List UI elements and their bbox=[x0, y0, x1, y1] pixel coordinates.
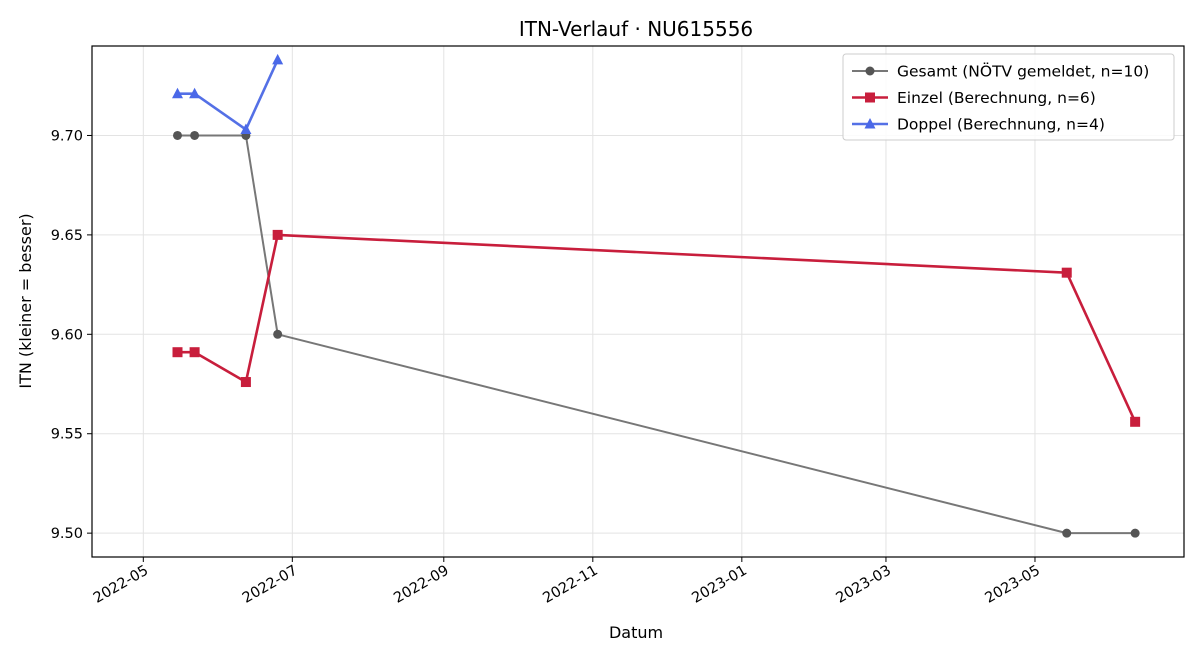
series-2 bbox=[172, 53, 284, 135]
data-point-square bbox=[189, 347, 200, 358]
series-1 bbox=[172, 229, 1141, 427]
series-0 bbox=[173, 130, 1140, 538]
legend-marker-circle bbox=[865, 66, 875, 76]
y-tick-label: 9.70 bbox=[51, 128, 83, 144]
data-point-triangle bbox=[172, 87, 184, 99]
x-tick-label: 2022-05 bbox=[91, 563, 151, 607]
x-tick-label: 2023-01 bbox=[689, 563, 749, 607]
data-point-triangle bbox=[189, 87, 201, 99]
series-layer bbox=[172, 53, 1141, 538]
legend-box bbox=[842, 53, 1175, 141]
series-line-1 bbox=[177, 233, 1137, 423]
data-point-square bbox=[240, 377, 251, 388]
data-point-circle bbox=[190, 130, 200, 140]
series-line-2 bbox=[177, 59, 279, 131]
data-point-square bbox=[1061, 267, 1072, 278]
legend: Gesamt (NÖTV gemeldet, n=10) Einzel (Bere… bbox=[842, 53, 1175, 141]
data-point-circle bbox=[1130, 528, 1140, 538]
data-point-triangle bbox=[240, 123, 252, 135]
chart-title: ITN-Verlauf · NU615556 bbox=[519, 17, 753, 41]
y-tick-label: 9.50 bbox=[51, 526, 83, 542]
data-point-triangle bbox=[272, 53, 284, 65]
data-point-square bbox=[172, 347, 183, 358]
legend-marker-triangle bbox=[864, 118, 876, 129]
x-tick-label: 2023-03 bbox=[833, 563, 893, 607]
x-tick-label: 2022-11 bbox=[540, 563, 600, 607]
y-axis-title: ITN (kleiner = besser) bbox=[16, 213, 35, 388]
data-point-circle bbox=[1062, 528, 1072, 538]
y-tick-label: 9.55 bbox=[51, 427, 83, 443]
x-axis-title: Datum bbox=[609, 623, 663, 642]
x-tick-label: 2022-07 bbox=[240, 563, 300, 607]
legend-marker-square bbox=[865, 92, 875, 103]
legend-label: Doppel (Berechnung, n=4) bbox=[897, 116, 1105, 134]
y-tick-label: 9.65 bbox=[51, 228, 83, 244]
data-point-square bbox=[272, 229, 283, 240]
ticks-layer: 2022-05 2022-07 2022-09 2022-11 2023-01 2023-… bbox=[51, 128, 1043, 606]
data-point-circle bbox=[273, 329, 283, 339]
data-point-circle bbox=[173, 130, 183, 140]
plot-frame bbox=[91, 45, 1185, 558]
x-tick-label: 2022-09 bbox=[391, 563, 451, 607]
data-point-square bbox=[1130, 416, 1141, 427]
legend-label: Gesamt (NÖTV gemeldet, n=10) bbox=[897, 62, 1149, 81]
legend-label: Einzel (Berechnung, n=6) bbox=[897, 89, 1096, 107]
y-tick-label: 9.60 bbox=[51, 327, 83, 343]
x-tick-label: 2023-05 bbox=[983, 563, 1043, 607]
